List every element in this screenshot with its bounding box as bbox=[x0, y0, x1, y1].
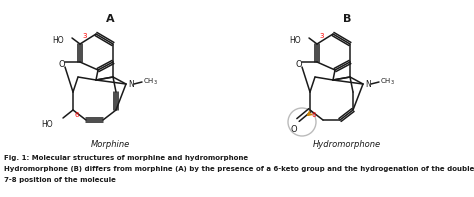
Text: Hydromorphone: Hydromorphone bbox=[313, 140, 381, 149]
Text: N: N bbox=[365, 80, 371, 88]
Text: HO: HO bbox=[41, 120, 53, 128]
Text: CH$_3$: CH$_3$ bbox=[380, 77, 395, 87]
Text: HO: HO bbox=[52, 35, 64, 45]
Text: 3: 3 bbox=[83, 33, 87, 39]
Text: Hydromorphone (B) differs from morphine (A) by the presence of a 6-keto group an: Hydromorphone (B) differs from morphine … bbox=[4, 166, 474, 172]
Text: 7-8 position of the molecule: 7-8 position of the molecule bbox=[4, 177, 116, 183]
Text: O: O bbox=[296, 59, 302, 69]
Text: HO: HO bbox=[289, 35, 301, 45]
Text: Morphine: Morphine bbox=[91, 140, 129, 149]
Text: N: N bbox=[128, 80, 134, 88]
Text: 6: 6 bbox=[312, 112, 316, 118]
Text: 6: 6 bbox=[75, 112, 79, 118]
Text: O: O bbox=[59, 59, 65, 69]
Text: 3: 3 bbox=[320, 33, 324, 39]
Text: CH$_3$: CH$_3$ bbox=[143, 77, 158, 87]
Text: B: B bbox=[343, 14, 351, 24]
Text: Fig. 1: Molecular structures of morphine and hydromorphone: Fig. 1: Molecular structures of morphine… bbox=[4, 155, 248, 161]
Text: A: A bbox=[106, 14, 114, 24]
Text: O: O bbox=[291, 125, 297, 134]
